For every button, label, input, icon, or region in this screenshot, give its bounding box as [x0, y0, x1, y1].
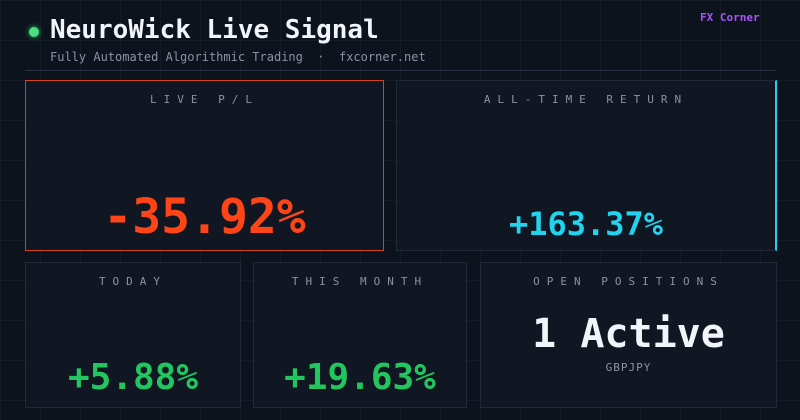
card-value: +19.63%: [284, 357, 436, 398]
divider: [25, 70, 776, 71]
card-all-time: ALL-TIME RETURN +163.37%: [396, 80, 777, 251]
card-month: THIS MONTH +19.63%: [253, 262, 467, 408]
subtitle: Fully Automated Algorithmic Trading · fx…: [50, 50, 426, 64]
card-value: -35.92%: [103, 189, 306, 245]
status-dot: [29, 27, 39, 37]
card-positions: OPEN POSITIONS 1 Active GBPJPY: [480, 262, 777, 408]
card-label: OPEN POSITIONS: [533, 275, 724, 288]
card-detail: GBPJPY: [605, 361, 652, 374]
card-live-pl: LIVE P/L -35.92%: [25, 80, 384, 251]
card-label: ALL-TIME RETURN: [483, 93, 689, 106]
card-value: +5.88%: [67, 357, 199, 398]
card-label: LIVE P/L: [150, 93, 259, 106]
card-today: TODAY +5.88%: [25, 262, 241, 408]
card-label: THIS MONTH: [291, 275, 429, 288]
brand: FX Corner: [700, 11, 760, 24]
card-value: 1 Active: [532, 311, 725, 357]
title: NeuroWick Live Signal: [50, 15, 379, 45]
card-value: +163.37%: [508, 205, 664, 243]
card-label: TODAY: [98, 275, 168, 288]
